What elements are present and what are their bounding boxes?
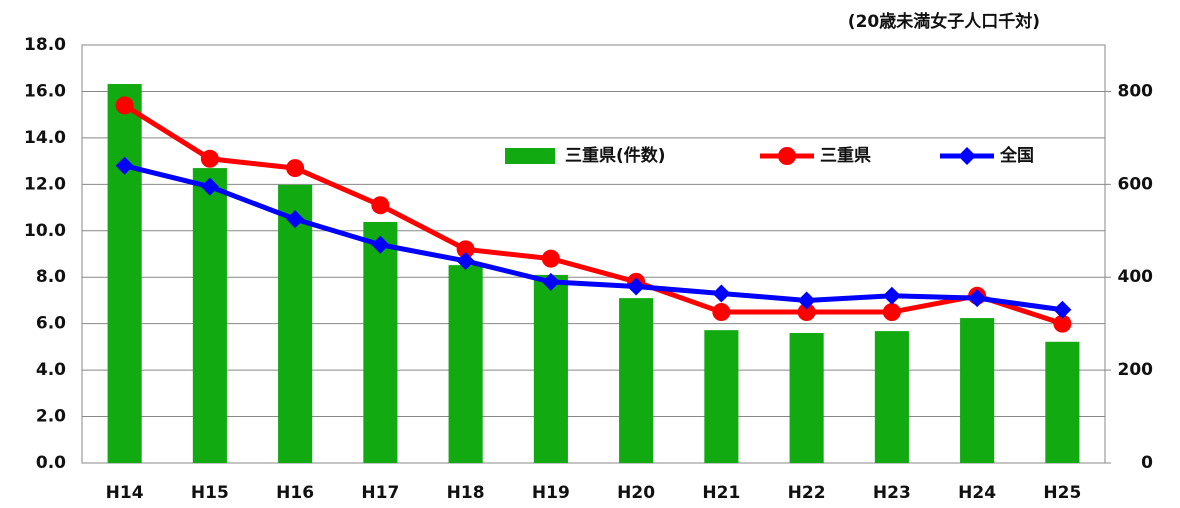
- y-tick-label: 4.0: [36, 360, 66, 380]
- y-tick-label: 12.0: [24, 174, 66, 194]
- x-tick-label: H22: [788, 483, 826, 503]
- marker: [712, 284, 731, 303]
- x-tick-label: H16: [276, 483, 314, 503]
- x-tick-label: H18: [447, 483, 485, 503]
- legend-label: 三重県: [820, 145, 871, 166]
- marker: [115, 96, 134, 115]
- marker: [371, 196, 390, 215]
- bar: [192, 168, 227, 464]
- line: [124, 163, 1063, 313]
- x-tick-label: H19: [532, 483, 570, 503]
- marker: [200, 149, 219, 168]
- legend-swatch: [505, 148, 555, 164]
- y2-tick-label: 800: [1118, 81, 1154, 101]
- y2-tick-label: 600: [1118, 174, 1154, 194]
- marker: [286, 159, 305, 178]
- marker: [797, 291, 816, 310]
- x-tick-label: H14: [106, 483, 144, 503]
- y2-tick-label: 0: [1141, 453, 1153, 473]
- marker: [882, 286, 901, 305]
- bar: [107, 84, 142, 463]
- line: [123, 103, 1064, 327]
- legend-marker: [778, 147, 796, 165]
- marker: [371, 235, 390, 254]
- marker: [456, 251, 475, 270]
- marker: [286, 210, 305, 229]
- marker: [627, 277, 646, 296]
- marker: [115, 156, 134, 175]
- bar: [619, 298, 654, 463]
- marker: [1053, 300, 1072, 319]
- bar: [789, 332, 824, 463]
- y-tick-label: 2.0: [36, 407, 66, 427]
- bar: [363, 221, 398, 463]
- bar: [448, 265, 483, 463]
- marker: [541, 272, 560, 291]
- x-tick-label: H21: [702, 483, 740, 503]
- marker: [1053, 314, 1072, 333]
- legend-marker: [958, 147, 976, 165]
- y2-tick-label: 200: [1118, 360, 1154, 380]
- bar: [704, 330, 739, 463]
- bar: [533, 274, 568, 463]
- bar: [874, 331, 909, 463]
- marker: [797, 303, 816, 322]
- y-tick-label: 8.0: [36, 267, 66, 287]
- x-tick-label: H20: [617, 483, 655, 503]
- y-tick-label: 18.0: [24, 35, 66, 55]
- annotation: (20歳未満女子人口千対): [848, 11, 1040, 32]
- x-tick-label: H15: [191, 483, 229, 503]
- legend-label: 全国: [999, 145, 1034, 166]
- marker: [882, 303, 901, 322]
- bar: [960, 318, 995, 463]
- y-tick-label: 0.0: [36, 453, 66, 473]
- marker: [968, 289, 987, 308]
- y2-tick-label: 400: [1118, 267, 1154, 287]
- bar: [1045, 341, 1080, 463]
- y-tick-label: 6.0: [36, 314, 66, 334]
- x-tick-label: H25: [1043, 483, 1081, 503]
- x-tick-label: H23: [873, 483, 911, 503]
- marker: [541, 249, 560, 268]
- marker: [456, 240, 475, 259]
- x-tick-label: H24: [958, 483, 996, 503]
- x-tick-label: H17: [361, 483, 399, 503]
- y-tick-label: 14.0: [24, 128, 66, 148]
- y-tick-label: 10.0: [24, 221, 66, 241]
- legend-label: 三重県(件数): [565, 145, 666, 166]
- marker: [200, 177, 219, 196]
- y-tick-label: 16.0: [24, 81, 66, 101]
- bar: [278, 184, 313, 463]
- plot-area: [81, 44, 1106, 464]
- marker: [712, 303, 731, 322]
